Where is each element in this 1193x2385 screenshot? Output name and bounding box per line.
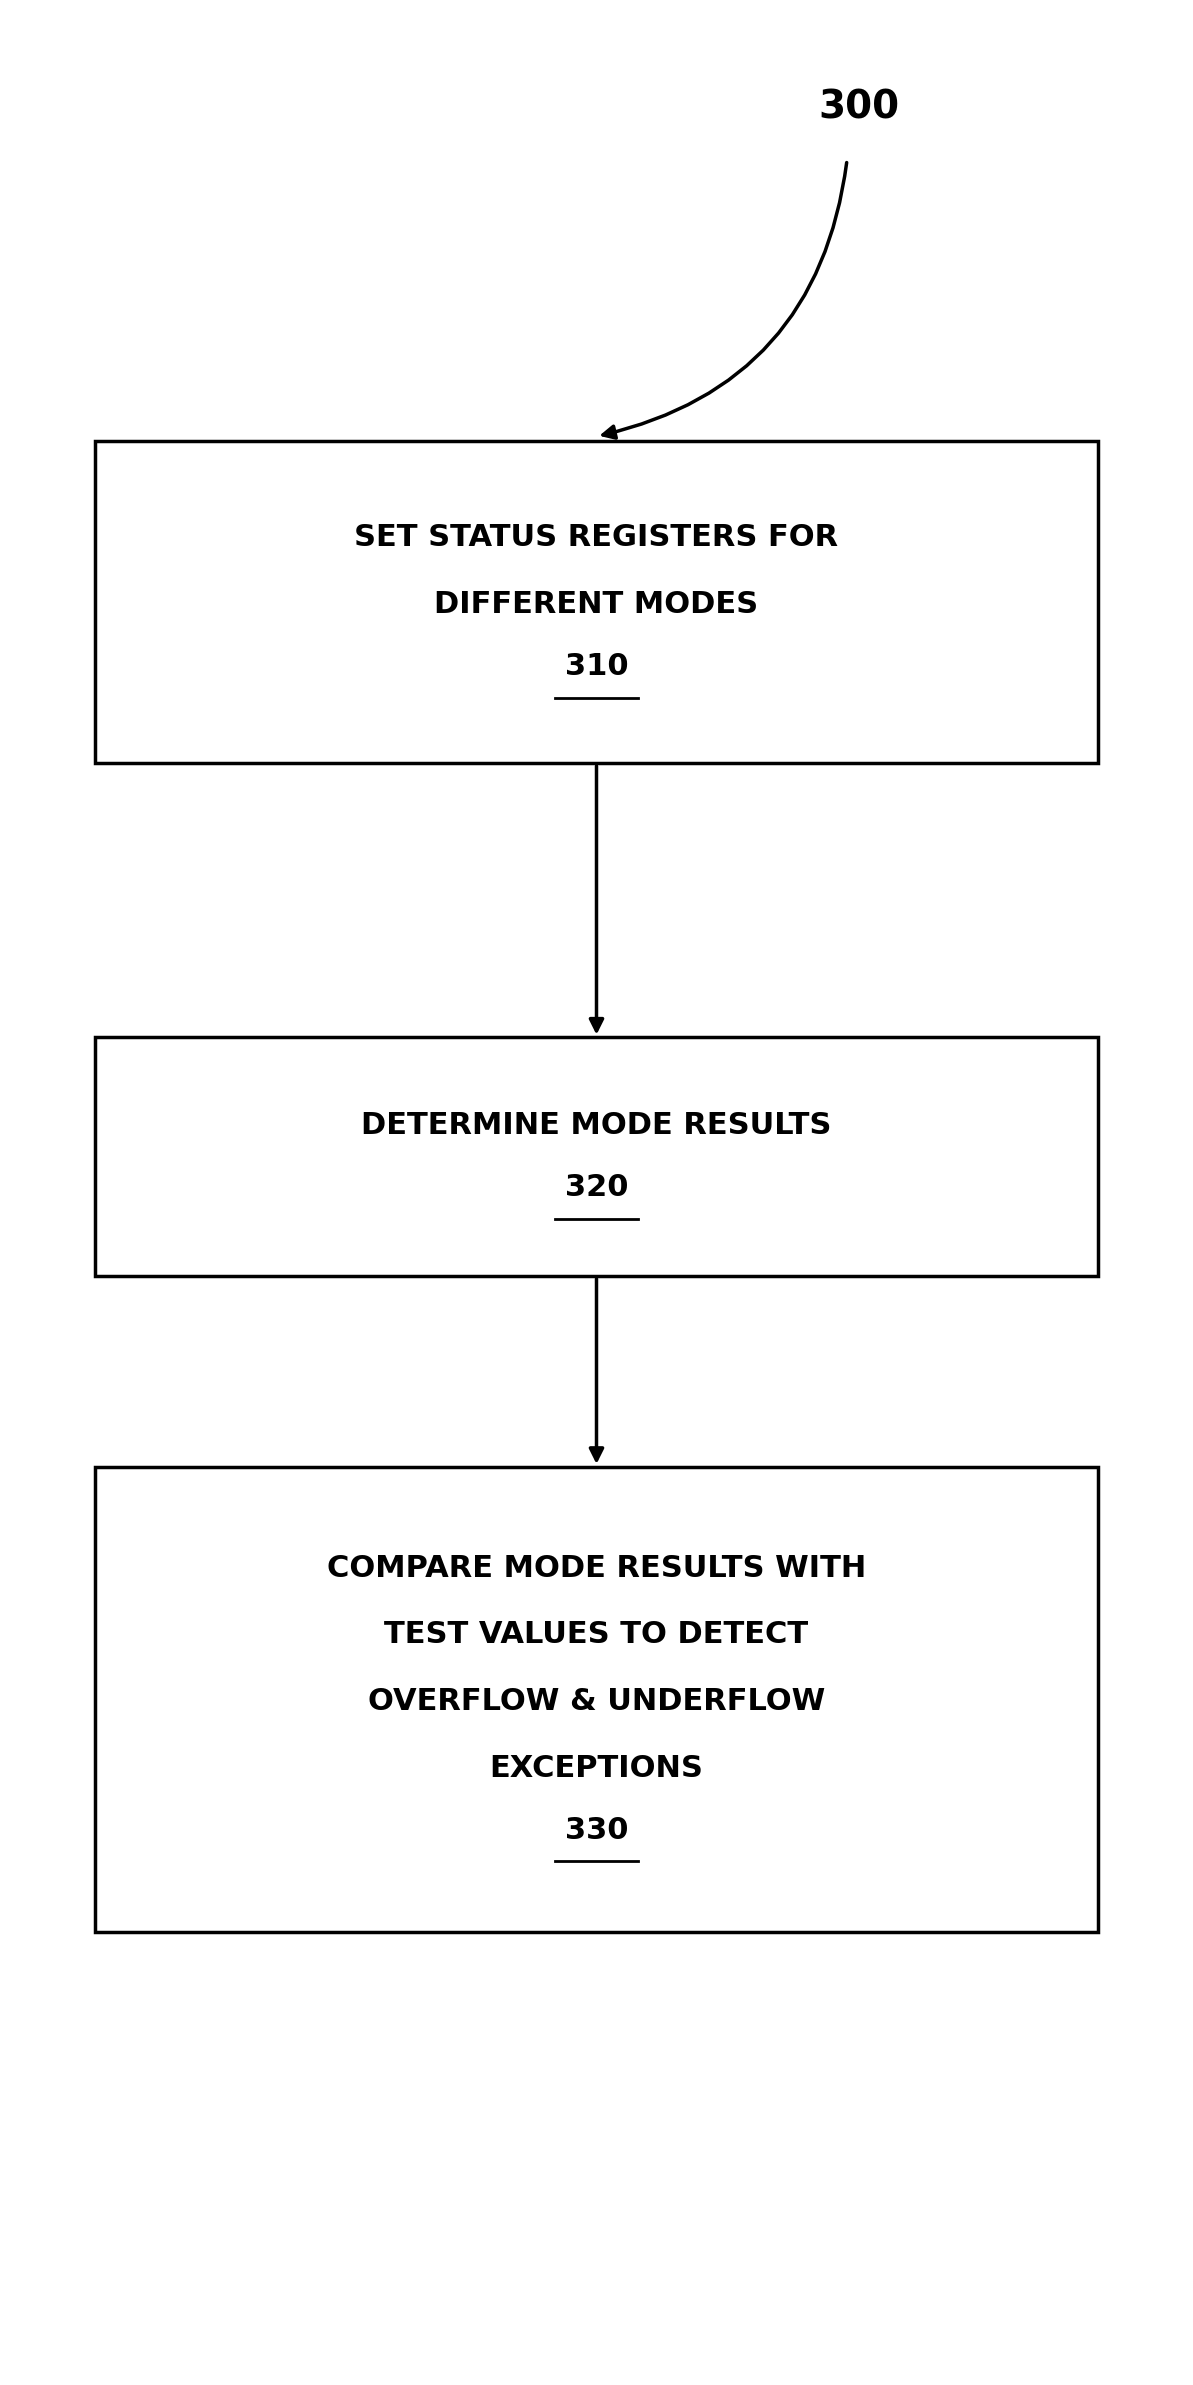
Text: 320: 320: [564, 1173, 629, 1202]
Text: 300: 300: [818, 88, 900, 126]
Text: SET STATUS REGISTERS FOR: SET STATUS REGISTERS FOR: [354, 522, 839, 553]
FancyBboxPatch shape: [95, 1037, 1098, 1276]
Text: COMPARE MODE RESULTS WITH: COMPARE MODE RESULTS WITH: [327, 1553, 866, 1584]
FancyArrowPatch shape: [602, 162, 847, 439]
Text: 310: 310: [564, 651, 629, 682]
FancyBboxPatch shape: [95, 441, 1098, 763]
Text: OVERFLOW & UNDERFLOW: OVERFLOW & UNDERFLOW: [367, 1686, 826, 1717]
Text: 330: 330: [564, 1815, 629, 1846]
Text: EXCEPTIONS: EXCEPTIONS: [489, 1753, 704, 1784]
FancyBboxPatch shape: [95, 1467, 1098, 1932]
Text: TEST VALUES TO DETECT: TEST VALUES TO DETECT: [384, 1619, 809, 1650]
Text: DIFFERENT MODES: DIFFERENT MODES: [434, 589, 759, 620]
Text: DETERMINE MODE RESULTS: DETERMINE MODE RESULTS: [361, 1111, 832, 1140]
